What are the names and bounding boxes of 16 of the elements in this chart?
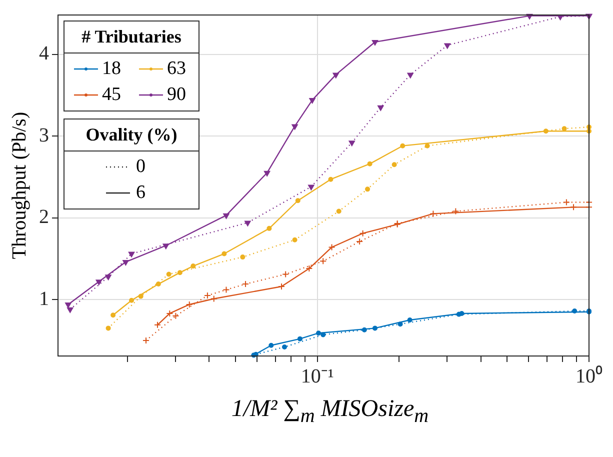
legend-title: # Tributaries — [82, 26, 182, 47]
legend-label: 45 — [102, 84, 121, 105]
legend-label: 18 — [102, 58, 121, 79]
x-tick-label: 10⁰ — [576, 364, 602, 388]
legend-label: 63 — [167, 58, 186, 79]
y-tick-label: 1 — [39, 288, 49, 310]
y-axis-title: Throughput (Pb/s) — [8, 112, 30, 260]
annotation: Ovality (%) — [86, 124, 178, 145]
x-tick-label: 10⁻¹ — [300, 365, 334, 388]
x-axis-title: 1/M² ∑$_{m}$ MISOsize$_{m}$ — [230, 396, 430, 428]
legend-label: 90 — [167, 84, 186, 105]
y-tick-label: 2 — [39, 206, 49, 228]
y-tick-label: 3 — [39, 124, 49, 146]
annotation: 6 — [136, 182, 146, 203]
y-tick-label: 4 — [39, 42, 49, 64]
annotation: 0 — [136, 156, 146, 177]
